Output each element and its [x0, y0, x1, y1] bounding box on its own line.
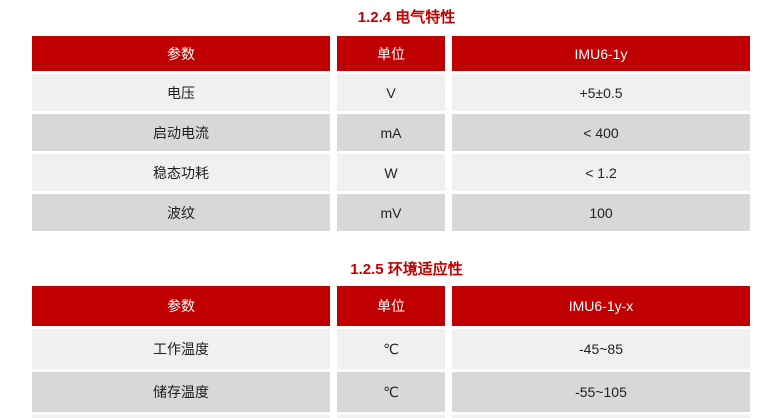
cell-value: 100 [452, 194, 750, 231]
cell-unit: mA [337, 114, 445, 151]
cell-unit [337, 415, 445, 418]
table-header-row: 参数 单位 IMU6-1y-x [32, 286, 750, 326]
column-header-model: IMU6-1y [452, 36, 750, 71]
table-row: 储存温度 ℃ -55~105 [32, 372, 750, 412]
cell-value: < 1.2 [452, 154, 750, 191]
table-row-partial [32, 415, 750, 418]
cell-value: < 400 [452, 114, 750, 151]
cell-value [452, 415, 750, 418]
table-row: 电压 V +5±0.5 [32, 74, 750, 111]
cell-parameter: 稳态功耗 [32, 154, 330, 191]
column-header-unit: 单位 [337, 286, 445, 326]
column-header-model: IMU6-1y-x [452, 286, 750, 326]
cell-parameter: 电压 [32, 74, 330, 111]
cell-value: +5±0.5 [452, 74, 750, 111]
cell-unit: mV [337, 194, 445, 231]
cell-unit: V [337, 74, 445, 111]
cell-value: -45~85 [452, 329, 750, 369]
table-row: 工作温度 ℃ -45~85 [32, 329, 750, 369]
environmental-adaptability-table: 参数 单位 IMU6-1y-x 工作温度 ℃ -45~85 储存温度 ℃ -55… [32, 286, 750, 418]
column-header-parameter: 参数 [32, 286, 330, 326]
cell-parameter: 储存温度 [32, 372, 330, 412]
column-header-parameter: 参数 [32, 36, 330, 71]
table-row: 启动电流 mA < 400 [32, 114, 750, 151]
cell-parameter: 工作温度 [32, 329, 330, 369]
section-title-environmental: 1.2.5 环境适应性 [350, 261, 463, 278]
cell-value: -55~105 [452, 372, 750, 412]
cell-unit: ℃ [337, 329, 445, 369]
section-title-electrical: 1.2.4 电气特性 [357, 9, 456, 26]
table-header-row: 参数 单位 IMU6-1y [32, 36, 750, 71]
table-row: 稳态功耗 W < 1.2 [32, 154, 750, 191]
electrical-characteristics-table: 参数 单位 IMU6-1y 电压 V +5±0.5 启动电流 mA < 400 … [32, 36, 750, 231]
cell-unit: ℃ [337, 372, 445, 412]
table-row: 波纹 mV 100 [32, 194, 750, 231]
cell-parameter: 波纹 [32, 194, 330, 231]
cell-parameter: 启动电流 [32, 114, 330, 151]
cell-unit: W [337, 154, 445, 191]
column-header-unit: 单位 [337, 36, 445, 71]
cell-parameter [32, 415, 330, 418]
